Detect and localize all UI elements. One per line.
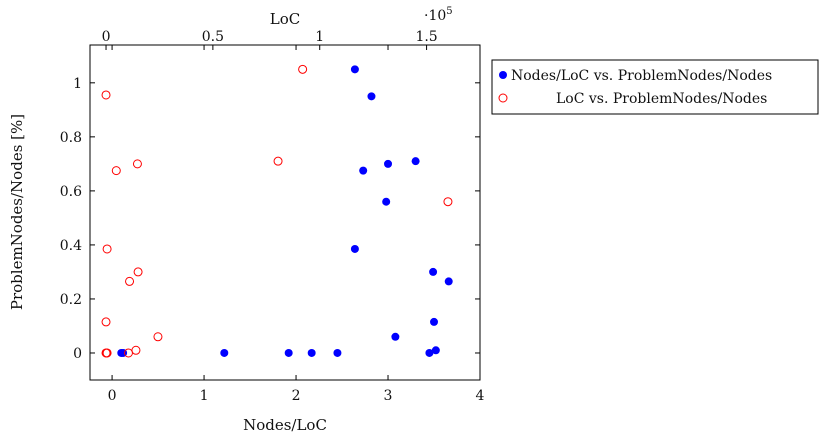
point-nodes-loc [284,348,293,357]
legend-label-loc: LoC vs. ProblemNodes/Nodes [556,91,767,107]
point-nodes-loc [359,166,368,175]
point-loc [101,317,111,327]
legend-label-nodes-loc: Nodes/LoC vs. ProblemNodes/Nodes [511,68,772,84]
x-tick-label: 4 [476,388,485,404]
x2-tick-label: 1.5 [415,29,437,45]
y-tick-label: 0.6 [60,184,82,200]
plot-frame [89,44,481,381]
point-nodes-loc [220,348,229,357]
legend-marker-loc [498,93,508,103]
legend: Nodes/LoC vs. ProblemNodes/Nodes LoC vs.… [491,59,819,115]
y-tick-label: 0.8 [60,130,82,146]
point-loc [443,197,453,207]
y-tick-label: 0 [73,346,82,362]
y-tick-label: 0.2 [60,292,82,308]
point-nodes-loc [431,346,440,355]
point-nodes-loc [382,197,391,206]
point-loc [102,244,112,254]
point-loc [131,345,141,355]
x2-multiplier-exponent: 5 [446,6,452,17]
legend-marker-nodes-loc [499,71,507,79]
point-loc [102,348,112,358]
axis-tick-labels: 0 1 2 3 4 0 0.5 1 1.5 0 0.2 0.4 0.6 0.8 1 [60,29,485,404]
point-loc [132,159,142,169]
x-tick-label: 1 [200,388,209,404]
point-loc [133,267,143,277]
x-tick-label: 2 [292,388,301,404]
x-tick-label: 0 [108,388,117,404]
axis-ticks [90,45,481,380]
point-loc [125,276,135,286]
point-loc [101,90,111,100]
point-nodes-loc [430,317,439,326]
point-loc [298,64,308,74]
point-nodes-loc [444,277,453,286]
x2-tick-label: 1 [315,29,324,45]
y-tick-label: 1 [73,76,82,92]
point-nodes-loc [350,65,359,74]
point-nodes-loc [425,348,434,357]
point-loc [153,332,163,342]
x-tick-label: 3 [384,388,393,404]
point-nodes-loc [429,267,438,276]
x2-axis-label: LoC [270,10,300,28]
point-nodes-loc [333,348,342,357]
point-nodes-loc [367,92,376,101]
y-tick-label: 0.4 [60,238,82,254]
point-nodes-loc [411,157,420,166]
point-nodes-loc [350,244,359,253]
x2-tick-label: 0 [102,29,111,45]
point-nodes-loc [384,159,393,168]
x-axis-label: Nodes/LoC [243,416,327,434]
x2-tick-label: 0.5 [202,29,224,45]
x2-axis-multiplier: ·105 [424,6,453,24]
y-axis-label: ProblemNodes/Nodes [%] [8,114,26,310]
data-points [101,64,453,358]
point-loc [273,156,283,166]
x2-multiplier-base: ·10 [424,8,446,24]
point-nodes-loc [307,348,316,357]
point-nodes-loc [391,332,400,341]
point-loc [111,166,121,176]
legend-box [491,59,819,115]
